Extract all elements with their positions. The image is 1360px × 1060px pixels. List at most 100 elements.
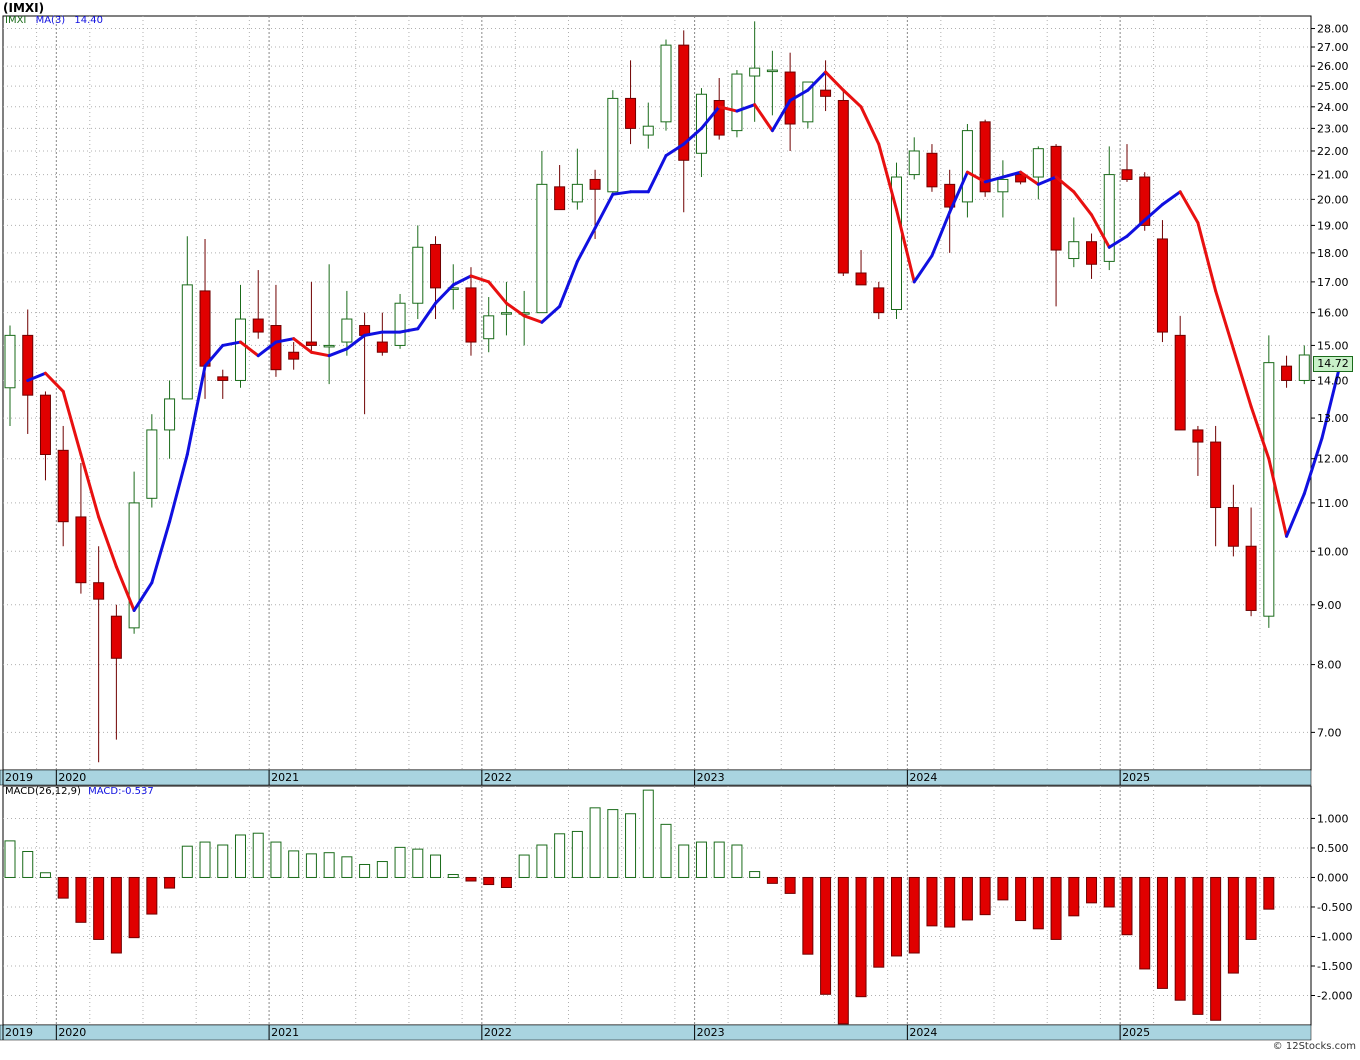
price-time-axis [0, 769, 1312, 786]
macd-bar [1245, 876, 1257, 940]
ma-segment [1143, 202, 1164, 222]
ma-segment [1320, 364, 1342, 440]
last-price-badge: 14.72 [1313, 356, 1353, 372]
macd-value: MACD:-0.537 [88, 786, 154, 797]
ma-segment [1107, 234, 1129, 249]
macd-bar [660, 823, 672, 878]
macd-bar [749, 871, 761, 878]
candle [961, 130, 973, 203]
ma-segment [1249, 404, 1271, 461]
macd-bar [554, 833, 566, 878]
year-label: 2022 [484, 1026, 512, 1039]
ma-segment [43, 371, 65, 393]
candle [57, 449, 69, 523]
macd-bar [1103, 876, 1115, 908]
candle [394, 302, 406, 346]
price-tick-label: 14.00 [1317, 374, 1349, 387]
candle [1263, 362, 1275, 617]
ma-segment [948, 170, 969, 214]
macd-tick-label: 1.000 [1317, 812, 1349, 825]
year-label: 2025 [1122, 1026, 1150, 1039]
candle [288, 351, 300, 360]
candle [1210, 441, 1222, 509]
candle [625, 97, 637, 129]
ma-segment [1054, 175, 1076, 194]
symbol-title: (IMXI) [3, 1, 45, 15]
year-label: 2021 [271, 771, 299, 784]
ma-segment [1160, 190, 1182, 206]
ma-segment [132, 581, 154, 612]
ma-segment [664, 142, 686, 158]
macd-bar [1210, 876, 1222, 1021]
ma-segment [1036, 175, 1058, 186]
legend-ma: MA(3) [35, 15, 66, 26]
year-label: 2019 [5, 771, 33, 784]
candle [376, 341, 388, 353]
macd-bar [766, 876, 778, 884]
ma-segment [274, 337, 296, 344]
macd-bar [146, 876, 158, 915]
ma-segment [1214, 289, 1235, 351]
ma-segment [611, 190, 633, 196]
ma-segment [1001, 170, 1023, 179]
macd-bar [536, 844, 548, 878]
macd-bar [252, 832, 264, 878]
macd-bar [979, 876, 991, 916]
ma-segment [221, 340, 242, 347]
candle [713, 99, 725, 136]
macd-bar [57, 876, 69, 899]
year-label: 2023 [697, 1026, 725, 1039]
legend-ticker: IMXI [5, 15, 27, 26]
candle [181, 284, 193, 400]
candle [93, 582, 105, 600]
macd-bar [1263, 876, 1275, 910]
ma-segment [1090, 213, 1111, 249]
candle [430, 243, 442, 289]
ma-segment [682, 126, 703, 146]
ma-segment [1302, 436, 1324, 496]
macd-bar [820, 876, 832, 995]
macd-bar [855, 876, 867, 998]
ma-segment [114, 565, 136, 612]
ma-segment [983, 175, 1005, 184]
ma-segment [788, 88, 810, 102]
price-grid [2, 15, 1312, 771]
ma-segment [363, 330, 384, 337]
candle [731, 73, 743, 132]
candle [979, 121, 991, 193]
candle [1068, 241, 1080, 260]
macd-bar [1192, 876, 1204, 1015]
macd-tick-label: 0.000 [1317, 871, 1349, 884]
candle [1015, 174, 1027, 183]
price-tick-label: 18.00 [1317, 247, 1349, 260]
candle [1227, 507, 1239, 547]
macd-bar [1032, 876, 1044, 930]
ma-segment [1231, 347, 1253, 408]
candle [891, 176, 902, 310]
candle [270, 325, 282, 371]
price-tick-label: 10.00 [1317, 545, 1349, 558]
macd-bar [926, 876, 938, 927]
macd-legend: MACD(26,12,9) MACD:-0.537 [5, 786, 154, 797]
candle [536, 183, 548, 314]
price-tick-label: 20.00 [1317, 193, 1349, 206]
ma-segment [345, 333, 367, 351]
candle [500, 312, 512, 315]
price-tick-label: 12.00 [1317, 453, 1349, 466]
price-tick-label: 9.00 [1317, 599, 1342, 612]
macd-time-axis [0, 1024, 1312, 1041]
ma-segment [416, 301, 438, 331]
price-tick-label: 13.00 [1317, 412, 1349, 425]
macd-bar [483, 876, 495, 886]
ma-segment [859, 105, 881, 146]
ma-segment [770, 98, 792, 133]
candle [554, 186, 566, 211]
ma-segment [522, 314, 544, 324]
macd-bar [713, 841, 725, 878]
candle [571, 183, 583, 203]
candle [997, 178, 1009, 193]
ma-segment [912, 254, 934, 284]
macd-bar [873, 876, 885, 968]
ma-segment [1267, 457, 1289, 538]
macd-bars [4, 789, 1275, 1025]
